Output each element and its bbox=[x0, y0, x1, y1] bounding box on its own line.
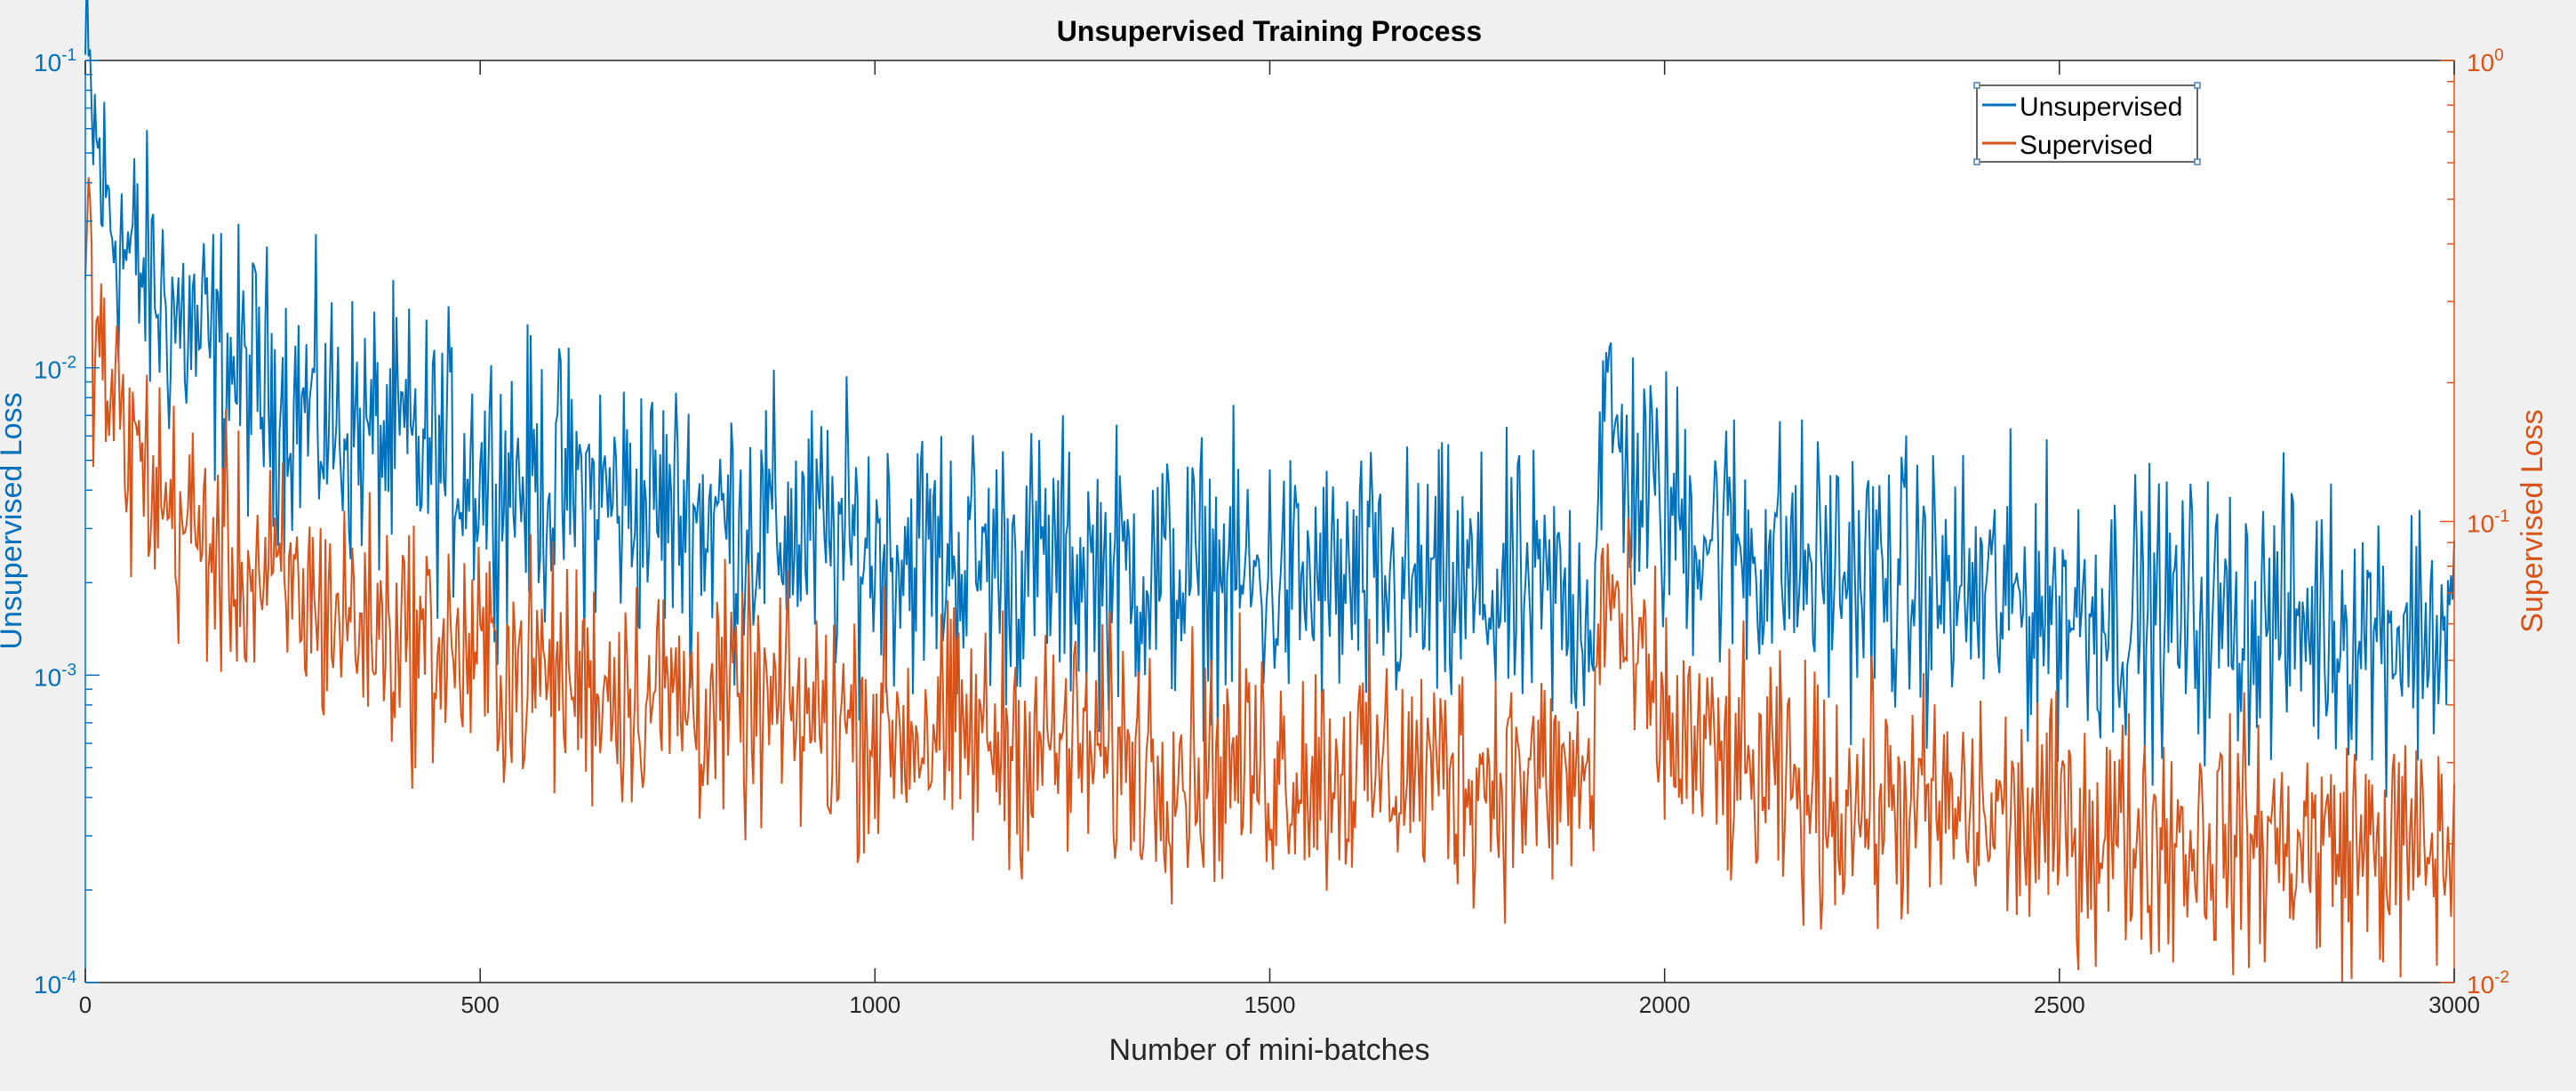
legend[interactable]: Unsupervised Supervised bbox=[1973, 82, 2201, 165]
y-left-tick-label: 10-3 bbox=[34, 661, 76, 691]
chart-title: Unsupervised Training Process bbox=[1057, 15, 1482, 47]
y-left-axis-label: Unsupervised Loss bbox=[0, 392, 28, 649]
legend-handle-bottom-right[interactable] bbox=[2194, 158, 2201, 165]
x-tick-label: 0 bbox=[79, 991, 92, 1018]
y-right-tick-label: 10-1 bbox=[2467, 508, 2509, 538]
legend-handle-top-left[interactable] bbox=[1973, 82, 1980, 89]
y-left-tick-label: 10-4 bbox=[34, 968, 76, 999]
series-layer bbox=[84, 0, 2455, 983]
legend-box bbox=[1976, 84, 2198, 163]
x-tick-label: 2000 bbox=[1639, 991, 1691, 1018]
legend-label-unsupervised: Unsupervised bbox=[2020, 92, 2182, 122]
x-tick-label: 1500 bbox=[1244, 991, 1296, 1018]
y-left-tick-label: 10-1 bbox=[34, 46, 76, 76]
series-line-supervised bbox=[84, 177, 2455, 983]
legend-handle-top-right[interactable] bbox=[2194, 82, 2201, 89]
x-axis-label: Number of mini-batches bbox=[1109, 1033, 1430, 1067]
axes-layer: 0 500 1000 1500 2000 2500 3000 10-4 10-3 10-2 10-1… bbox=[34, 46, 2509, 1018]
x-tick-label: 1000 bbox=[849, 991, 900, 1018]
y-right-axis-label: Supervised Loss bbox=[2516, 409, 2549, 632]
y-left-tick-label: 10-2 bbox=[34, 354, 76, 384]
x-tick-label: 2500 bbox=[2034, 991, 2085, 1018]
legend-handle-bottom-left[interactable] bbox=[1973, 158, 1980, 165]
y-right-tick-label: 10-2 bbox=[2467, 968, 2509, 999]
x-tick-label: 3000 bbox=[2428, 991, 2480, 1018]
x-tick-label: 500 bbox=[460, 991, 499, 1018]
series-line-unsupervised bbox=[84, 0, 2455, 798]
legend-label-supervised: Supervised bbox=[2020, 131, 2153, 160]
y-right-tick-label: 100 bbox=[2467, 46, 2504, 76]
